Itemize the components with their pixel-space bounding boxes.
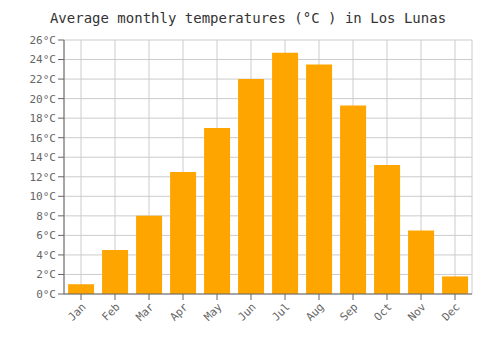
svg-text:14°C: 14°C [30, 151, 57, 164]
svg-text:18°C: 18°C [30, 112, 57, 125]
svg-text:6°C: 6°C [36, 229, 56, 242]
svg-text:Apr: Apr [167, 300, 191, 324]
svg-text:0°C: 0°C [36, 288, 56, 301]
svg-text:22°C: 22°C [30, 73, 57, 86]
svg-text:Dec: Dec [439, 300, 462, 323]
svg-text:Jul: Jul [269, 300, 292, 323]
svg-text:10°C: 10°C [30, 190, 57, 203]
svg-text:8°C: 8°C [36, 210, 56, 223]
svg-text:20°C: 20°C [30, 93, 57, 106]
svg-text:16°C: 16°C [30, 132, 57, 145]
svg-text:Aug: Aug [303, 300, 326, 323]
svg-text:12°C: 12°C [30, 171, 57, 184]
html-text:Average monthly temperatures (: Average monthly temperatures (°C ) in Lo… [49, 10, 447, 26]
svg-text:Mar: Mar [133, 300, 157, 324]
svg-text:Nov: Nov [405, 300, 429, 324]
svg-text:Oct: Oct [371, 300, 394, 323]
svg-text:4°C: 4°C [36, 249, 56, 262]
svg-text:Jun: Jun [235, 300, 258, 323]
svg-text:May: May [201, 300, 225, 324]
svg-text:Feb: Feb [99, 300, 122, 323]
svg-text:Sep: Sep [337, 300, 360, 323]
svg-text:2°C: 2°C [36, 268, 56, 281]
svg-text:26°C: 26°C [30, 34, 57, 47]
svg-text:24°C: 24°C [30, 53, 57, 66]
svg-text:Jan: Jan [65, 300, 88, 323]
